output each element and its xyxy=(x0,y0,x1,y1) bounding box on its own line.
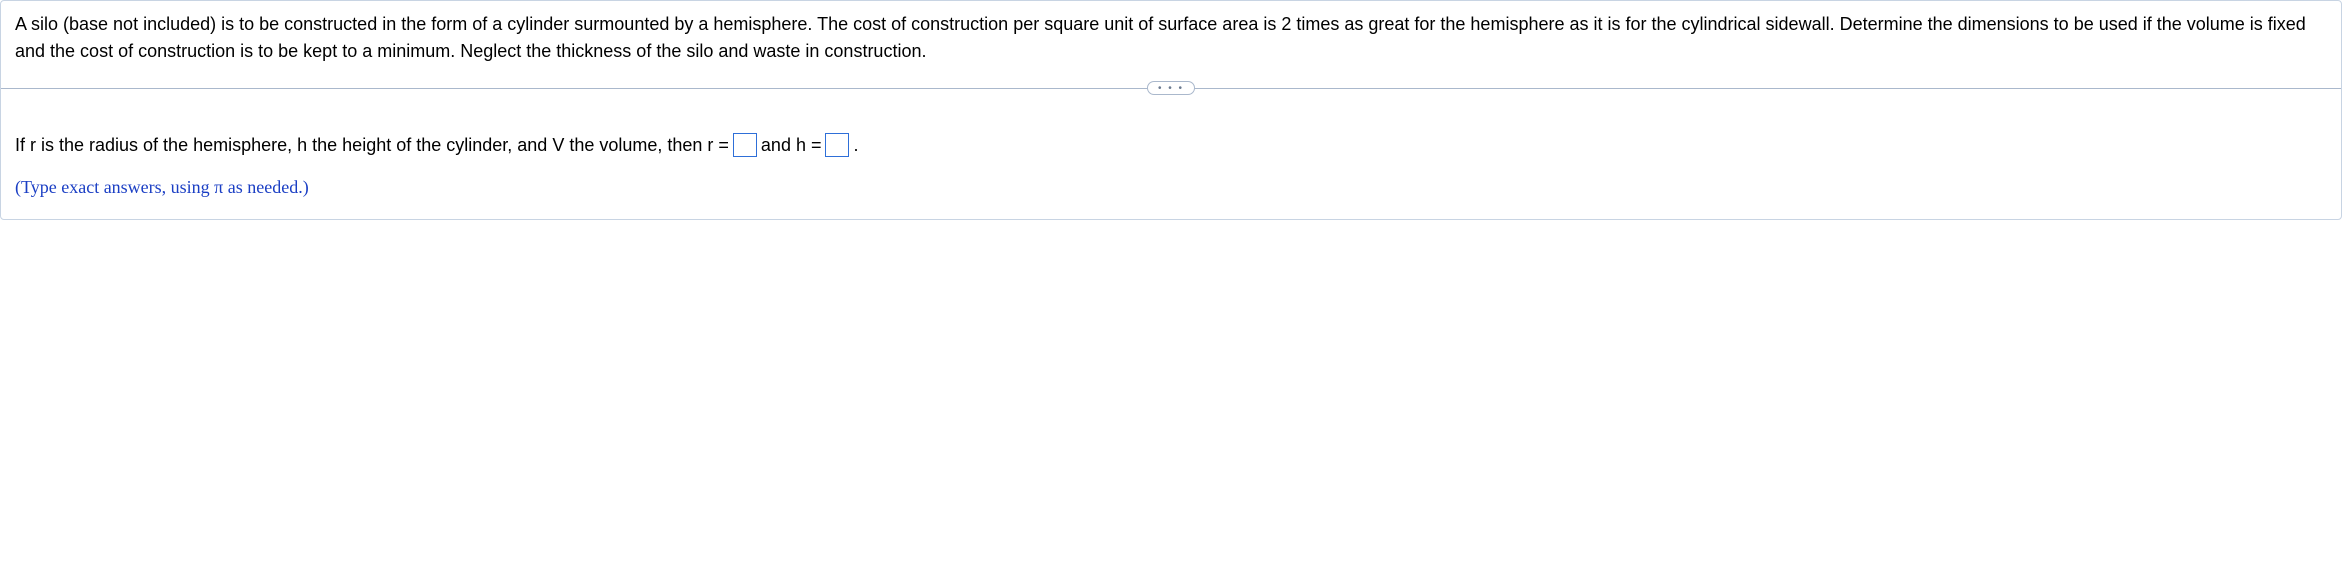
answer-area: If r is the radius of the hemisphere, h … xyxy=(1,97,2341,219)
answer-hint: (Type exact answers, using π as needed.) xyxy=(15,169,2327,205)
answer-suffix: . xyxy=(853,127,858,163)
section-divider: • • • xyxy=(1,79,2341,97)
answer-prefix: If r is the radius of the hemisphere, h … xyxy=(15,127,729,163)
question-card: A silo (base not included) is to be cons… xyxy=(0,0,2342,220)
h-input[interactable] xyxy=(825,133,849,157)
dots-icon: • • • xyxy=(1158,83,1184,94)
answer-middle: and h = xyxy=(761,127,822,163)
expand-handle[interactable]: • • • xyxy=(1147,81,1195,95)
answer-line: If r is the radius of the hemisphere, h … xyxy=(15,127,2327,163)
problem-text: A silo (base not included) is to be cons… xyxy=(15,14,2306,61)
hint-text: (Type exact answers, using π as needed.) xyxy=(15,177,309,197)
problem-statement: A silo (base not included) is to be cons… xyxy=(1,1,2341,79)
r-input[interactable] xyxy=(733,133,757,157)
